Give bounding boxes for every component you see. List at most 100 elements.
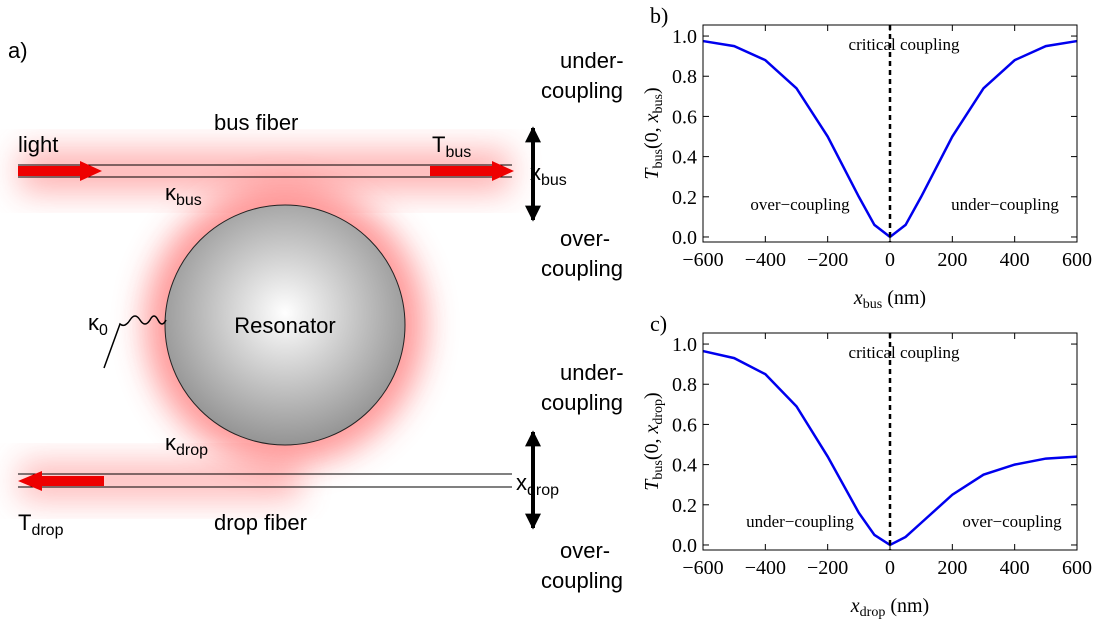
x-tick-label: −200: [807, 557, 848, 579]
y-tick-label: 0.4: [672, 455, 697, 477]
x-tick-label: 0: [885, 557, 895, 579]
label-part: T: [641, 167, 663, 180]
label-part: (0,: [641, 122, 663, 149]
annotation: under−coupling: [951, 195, 1059, 214]
line: over-: [560, 226, 610, 251]
bus-up-label: under-coupling: [541, 48, 624, 103]
line: over-: [560, 538, 610, 563]
line: coupling: [541, 78, 623, 103]
annotation: critical coupling: [849, 343, 960, 362]
x-drop: xdrop: [516, 470, 559, 499]
x-tick-label: 400: [1000, 249, 1030, 271]
symbol: x: [530, 160, 541, 185]
resonator-label: Resonator: [234, 313, 336, 338]
line: under-: [560, 360, 624, 385]
x-tick-label: −400: [745, 249, 786, 271]
panel-label: a): [8, 38, 28, 63]
drop-up-label: under-coupling: [541, 360, 624, 415]
kappa-bus: κbus: [165, 180, 202, 209]
bus-down-label: over-coupling: [541, 226, 623, 281]
y-tick-label: 0.0: [672, 535, 697, 557]
label-part: bus: [651, 94, 666, 113]
symbol: κ: [165, 430, 177, 455]
annotation: over−coupling: [750, 195, 850, 214]
subscript: drop: [31, 522, 63, 539]
symbol: T: [432, 132, 445, 157]
bus-fiber-label: bus fiber: [214, 110, 298, 135]
label-part: x: [850, 595, 860, 617]
x-axis-label: xbus (nm): [853, 287, 926, 312]
annotation: over−coupling: [962, 512, 1062, 531]
input-arrow: [18, 161, 102, 181]
label-part: x: [641, 113, 663, 123]
label-part: drop: [651, 399, 666, 425]
label-part: x: [853, 287, 863, 309]
line: coupling: [541, 256, 623, 281]
y-tick-label: 0.4: [672, 147, 697, 169]
chart: −600 −400 −200 0 200 400 600 0.0 0.2 0.4 0.6 0.8 1.0…: [641, 3, 1092, 312]
x-tick-label: 600: [1062, 557, 1092, 579]
subscript: drop: [527, 482, 559, 499]
resonator: [164, 204, 406, 446]
y-tick-label: 0.2: [672, 187, 697, 209]
bus-output-arrow: [430, 161, 514, 181]
label-part: bus: [651, 460, 666, 479]
y-tick-label: 0.6: [672, 414, 697, 436]
y-axis-label: Tbus(0, xbus): [641, 87, 666, 179]
t-bus: Tbus: [432, 132, 471, 161]
x-tick-label: 200: [937, 249, 967, 271]
drop-down-label: over-coupling: [541, 538, 623, 593]
label-part: ): [641, 87, 663, 94]
x-tick-label: −200: [807, 249, 848, 271]
x-bus: xbus: [530, 160, 567, 189]
x-tick-label: −400: [745, 557, 786, 579]
label-part: bus: [863, 297, 882, 312]
label-part: bus: [651, 149, 666, 168]
label-part: drop: [860, 605, 886, 620]
line: coupling: [541, 568, 623, 593]
y-tick-label: 1.0: [672, 26, 697, 48]
x-axis-label: xdrop (nm): [850, 595, 929, 620]
x-tick-label: −600: [682, 557, 723, 579]
y-tick-label: 1.0: [672, 334, 697, 356]
kappa-drop: κdrop: [165, 430, 208, 459]
y-tick-label: 0.6: [672, 106, 697, 128]
annotation: critical coupling: [849, 35, 960, 54]
label-part: x: [641, 424, 663, 434]
symbol: x: [516, 470, 527, 495]
label-part: (nm): [882, 287, 926, 309]
annotation: under−coupling: [746, 512, 854, 531]
drop-output-arrow: [18, 471, 104, 491]
subscript: bus: [541, 172, 567, 189]
line: under-: [560, 48, 624, 73]
label-part: T: [641, 478, 663, 491]
subscript: bus: [445, 144, 471, 161]
symbol: κ: [88, 310, 100, 335]
x-tick-label: 600: [1062, 249, 1092, 271]
y-tick-label: 0.0: [672, 227, 697, 249]
y-tick-label: 0.8: [672, 66, 697, 88]
panel-label: c): [650, 311, 667, 336]
diagram: a) light bus fiber drop fiber Resonator …: [8, 38, 624, 593]
t-drop: Tdrop: [18, 510, 64, 539]
label-part: (nm): [885, 595, 929, 617]
x-tick-label: 200: [937, 557, 967, 579]
light-label: light: [18, 132, 58, 157]
subscript: 0: [99, 322, 108, 339]
x-tick-label: 0: [885, 249, 895, 271]
subscript: drop: [176, 442, 208, 459]
y-tick-label: 0.8: [672, 374, 697, 396]
panel-label: b): [650, 3, 668, 28]
x-tick-label: 400: [1000, 557, 1030, 579]
kappa-0: κ0: [88, 310, 108, 339]
loss-wave: [103, 315, 167, 369]
symbol: T: [18, 510, 31, 535]
subscript: bus: [176, 192, 202, 209]
y-tick-label: 0.2: [672, 495, 697, 517]
symbol: κ: [165, 180, 177, 205]
drop-fiber-label: drop fiber: [214, 510, 307, 535]
x-tick-label: −600: [682, 249, 723, 271]
line: coupling: [541, 390, 623, 415]
chart: −600 −400 −200 0 200 400 600 0.0 0.2 0.4 0.6 0.8 1.0…: [641, 311, 1092, 620]
